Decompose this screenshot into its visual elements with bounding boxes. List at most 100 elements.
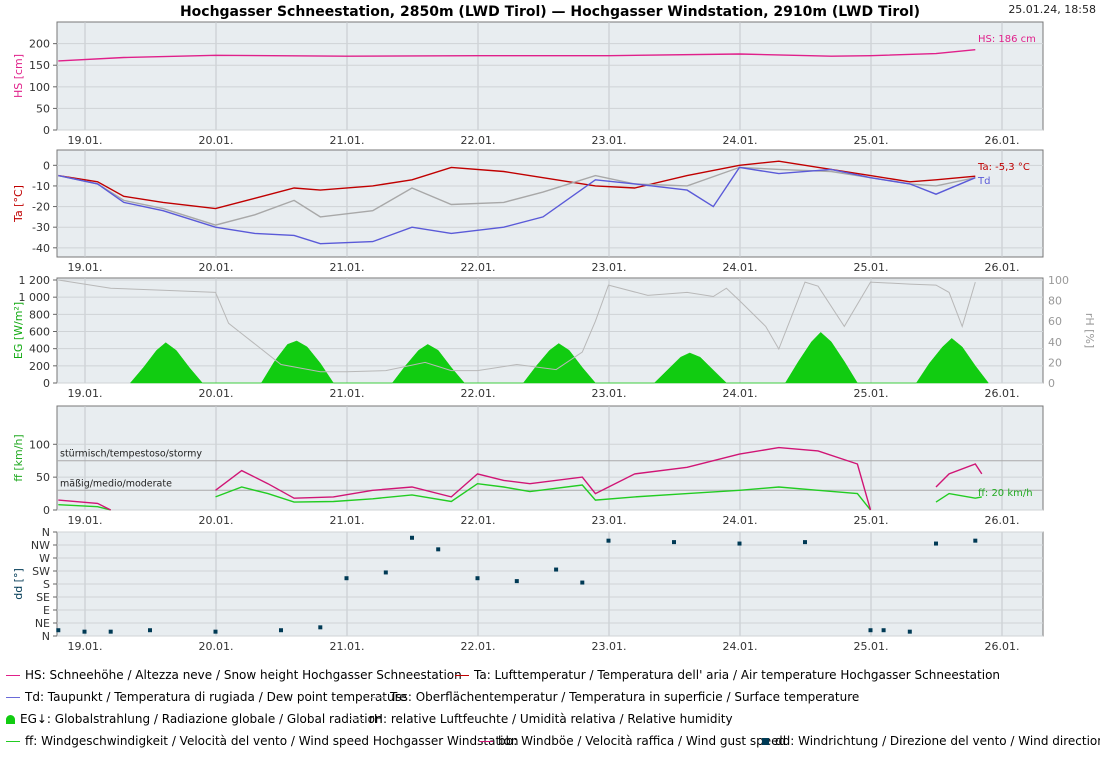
hs-plot-area <box>56 21 1044 131</box>
hs-panel: 19.01. 20.01. 21.01. 22.01. 23.01. 24.01. 25.0… <box>12 21 1044 147</box>
eg-radiation-area <box>260 340 334 384</box>
wind-plot-area <box>56 405 1044 511</box>
rad-y2-tick-label: 40 <box>1048 336 1062 349</box>
legend-swatch-bb <box>479 741 493 742</box>
legend-label-eg: EG↓: Globalstrahlung / Radiazione global… <box>20 712 383 726</box>
legend-label-rh: rH: relative Luftfeuchte / Umidità relat… <box>369 712 733 726</box>
dir-y-tick-label: SW <box>32 565 50 578</box>
rad-x-tick-label: 24.01. <box>723 387 758 400</box>
rad-y2-tick-label: 80 <box>1048 295 1062 308</box>
temp-annotation: Ta: -5,3 °C <box>977 162 1030 173</box>
dd-point <box>318 625 323 630</box>
temp-x-tick-label: 24.01. <box>723 261 758 274</box>
temp-x-tick-label: 20.01. <box>199 261 234 274</box>
legend-item-dd: dd: Windrichtung / Direzione del vento /… <box>759 734 1100 748</box>
dd-point <box>514 579 519 584</box>
dir-y-tick-label: SE <box>36 591 50 604</box>
legend-swatch-eg <box>6 715 15 724</box>
legend: HS: Schneehöhe / Altezza neve / Snow hei… <box>0 664 1100 773</box>
dd-point <box>973 538 978 543</box>
dir-y-tick-label: N <box>42 526 50 539</box>
temp-panel: 19.01. 20.01. 21.01. 22.01. 23.01. 24.01. 25.0… <box>12 149 1044 274</box>
hs-x-tick-label: 24.01. <box>723 134 758 147</box>
legend-swatch-td <box>6 697 20 698</box>
dd-point <box>213 629 218 634</box>
rad-y2-tick-label: 100 <box>1048 274 1069 287</box>
legend-swatch-rh <box>350 719 364 720</box>
legend-item-td: Td: Taupunkt / Temperatura di rugiada / … <box>6 690 407 704</box>
wind-y-tick-label: 50 <box>36 471 50 484</box>
dd-point <box>108 629 113 634</box>
temp-x-tick-label: 23.01. <box>592 261 627 274</box>
hs-x-tick-label: 21.01. <box>330 134 365 147</box>
temp-y-tick-label: -40 <box>32 242 50 255</box>
hs-x-tick-label: 20.01. <box>199 134 234 147</box>
rad-y-tick-label: 0 <box>43 377 50 390</box>
wind-annotation: ff: 20 km/h <box>978 488 1033 499</box>
dd-point <box>279 628 283 633</box>
hs-x-tick-label: 23.01. <box>592 134 627 147</box>
dir-y-tick-label: S <box>43 578 50 591</box>
legend-label-bb: bb: Windböe / Velocità raffica / Wind gu… <box>498 734 787 748</box>
rad-panel: 19.01. 20.01. 21.01. 22.01. 23.01. 24.01. 25.0… <box>12 274 1096 400</box>
dir-x-tick-label: 24.01. <box>723 640 758 653</box>
hs-y-axis-label: HS [cm] <box>12 54 25 98</box>
temp-x-tick-label: 21.01. <box>330 261 365 274</box>
eg-radiation-area <box>129 342 203 384</box>
wind-y-tick-label: 0 <box>43 504 50 517</box>
dd-point <box>881 628 886 633</box>
dir-panel: 19.01. 20.01. 21.01. 22.01. 23.01. 24.01. 25.0… <box>12 526 1044 653</box>
temp-x-tick-label: 25.01. <box>854 261 889 274</box>
hs-y-tick-label: 150 <box>29 59 50 72</box>
hs-y-tick-label: 50 <box>36 102 50 115</box>
dir-x-tick-label: 19.01. <box>68 640 103 653</box>
dd-point <box>934 541 938 546</box>
hs-annotation: HS: 186 cm <box>978 34 1036 45</box>
ff-series-line <box>58 482 982 511</box>
tss-series-line <box>58 166 976 226</box>
wind-x-tick-label: 25.01. <box>854 514 889 527</box>
eg-radiation-area <box>915 338 989 384</box>
rad-y-tick-label: 1 000 <box>19 291 51 304</box>
legend-item-bb: bb: Windböe / Velocità raffica / Wind gu… <box>479 734 786 748</box>
wind-y-tick-label: 100 <box>29 438 50 451</box>
chart-title: Hochgasser Schneestation, 2850m (LWD Tir… <box>180 4 920 20</box>
rad-y2-tick-label: 0 <box>1048 377 1055 390</box>
dd-point <box>344 576 349 581</box>
dd-point <box>410 535 414 540</box>
legend-label-td: Td: Taupunkt / Temperatura di rugiada / … <box>25 690 407 704</box>
wind-threshold-label: stürmisch/tempestoso/stormy <box>60 449 202 460</box>
rad-x-tick-label: 23.01. <box>592 387 627 400</box>
rad-y-tick-label: 200 <box>29 360 50 373</box>
temp-y-tick-label: -30 <box>32 221 50 234</box>
dir-y-tick-label: W <box>39 552 50 565</box>
wind-x-tick-label: 22.01. <box>461 514 496 527</box>
dd-point <box>803 540 807 545</box>
wind-y-axis-label: ff [km/h] <box>12 434 25 481</box>
legend-item-eg: EG↓: Globalstrahlung / Radiazione global… <box>6 712 383 726</box>
rad-y2-tick-label: 60 <box>1048 315 1062 328</box>
legend-swatch-dd <box>762 738 769 745</box>
wind-x-tick-label: 20.01. <box>199 514 234 527</box>
legend-label-hs: HS: Schneehöhe / Altezza neve / Snow hei… <box>25 668 462 682</box>
dd-point <box>606 538 611 543</box>
temp-y-tick-label: 0 <box>43 159 50 172</box>
timestamp: 25.01.24, 18:58 <box>1008 3 1096 16</box>
legend-label-ta: Ta: Lufttemperatur / Temperatura dell' a… <box>474 668 1001 682</box>
rad-y2-axis-label: rH [%] <box>1083 313 1096 348</box>
rad-x-tick-label: 20.01. <box>199 387 234 400</box>
wind-threshold-label: mäßig/medio/moderate <box>60 478 172 489</box>
rad-x-tick-label: 22.01. <box>461 387 496 400</box>
legend-item-ta: Ta: Lufttemperatur / Temperatura dell' a… <box>455 668 1000 682</box>
eg-radiation-area <box>522 343 596 384</box>
dd-point <box>737 541 742 546</box>
legend-label-tss: Tss: Oberflächentemperatur / Temperatura… <box>390 690 860 704</box>
wind-panel: 19.01. 20.01. 21.01. 22.01. 23.01. 24.01. 25.0… <box>12 405 1044 527</box>
rad-y-axis-label: EG [W/m²] <box>12 302 25 359</box>
dd-point <box>475 576 480 581</box>
legend-label-ff: ff: Windgeschwindigkeit / Velocità del v… <box>25 734 519 748</box>
temp-plot-area <box>56 149 1044 258</box>
hs-x-tick-label: 25.01. <box>854 134 889 147</box>
rad-x-tick-label: 26.01. <box>985 387 1020 400</box>
dd-point <box>868 628 873 633</box>
